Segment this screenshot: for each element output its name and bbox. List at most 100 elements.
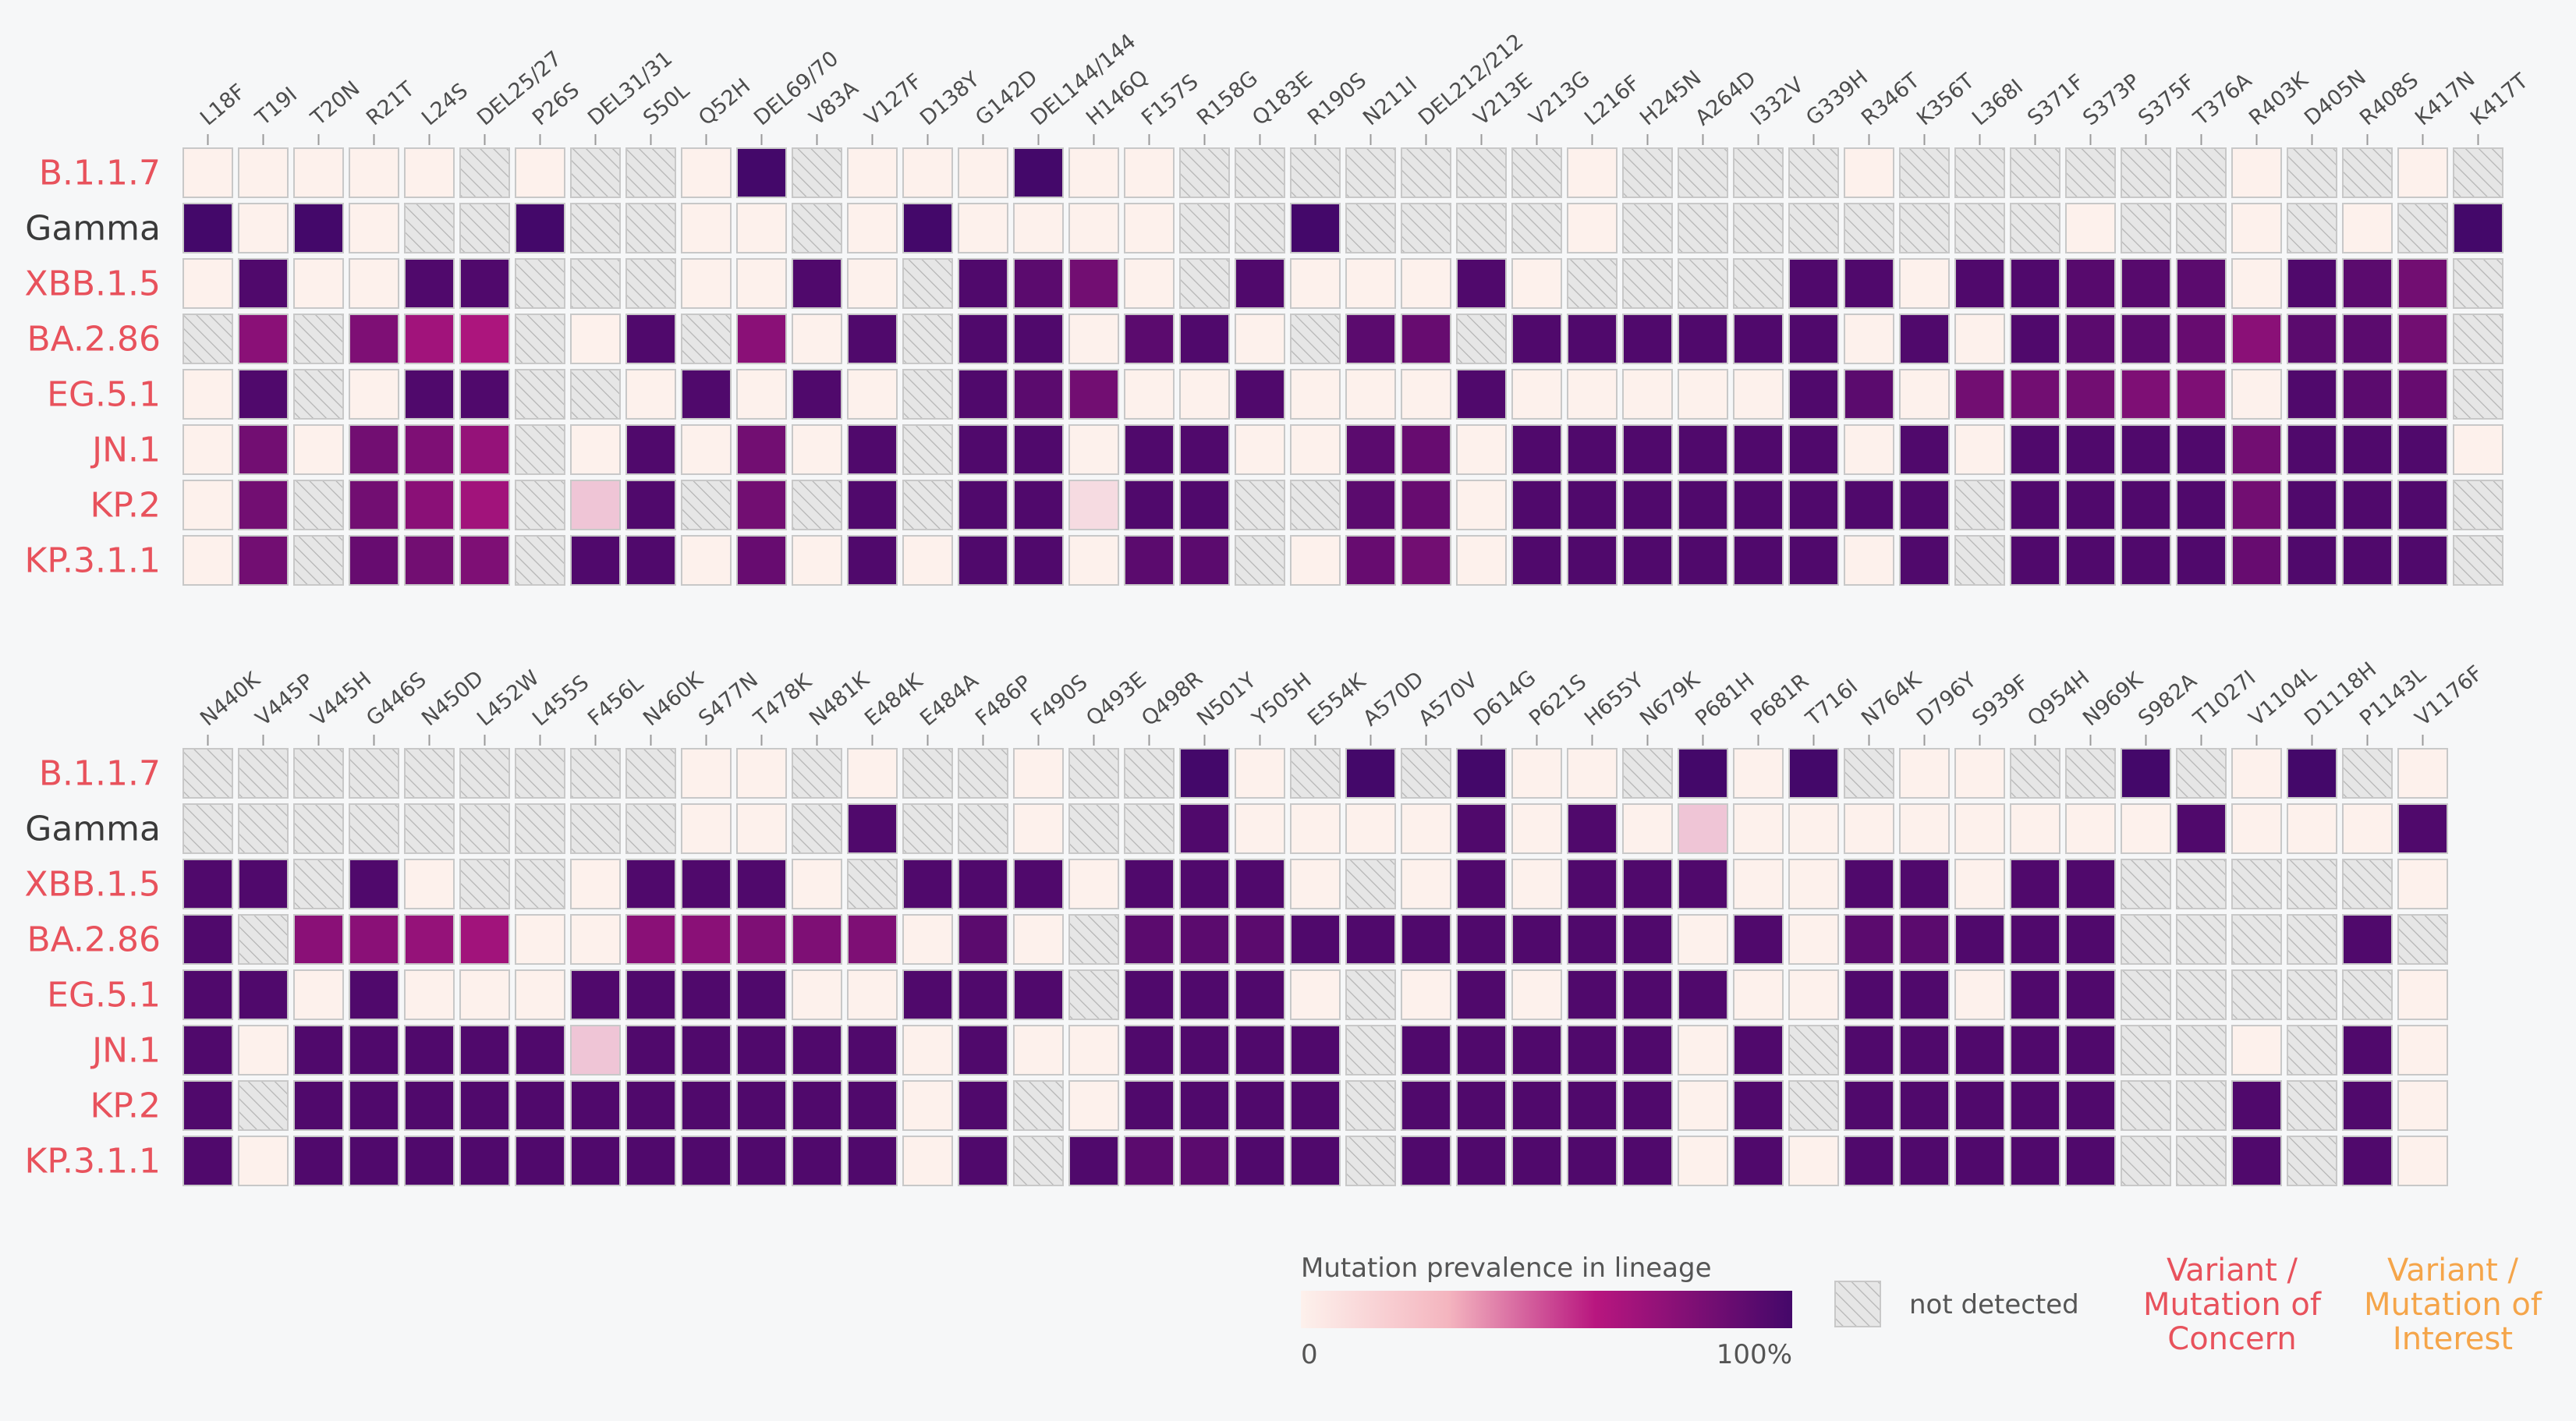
heatmap-cell-not-detected [2121, 914, 2171, 965]
heatmap-cell [847, 147, 898, 198]
heatmap-cell [182, 1136, 233, 1186]
heatmap-cell [1844, 480, 1894, 530]
mutation-label: Y505H [1247, 668, 1316, 732]
heatmap-cell [1678, 314, 1728, 364]
heatmap-cell-not-detected [625, 203, 676, 253]
heatmap-cell [1290, 914, 1341, 965]
heatmap-cell [1290, 369, 1341, 420]
heatmap-cell [902, 969, 953, 1020]
heatmap-cell [1622, 914, 1673, 965]
heatmap-cell [1788, 480, 1839, 530]
heatmap-cell [1401, 258, 1451, 309]
heatmap-cell [459, 480, 510, 530]
heatmap-cell [293, 1080, 344, 1131]
mutation-label: N440K [196, 667, 265, 731]
heatmap-cell [238, 369, 289, 420]
heatmap-cell [736, 147, 787, 198]
heatmap-cell-not-detected [902, 748, 953, 799]
heatmap-cell [792, 914, 842, 965]
heatmap-cell [1235, 424, 1285, 475]
heatmap-cell-not-detected [2397, 914, 2448, 965]
heatmap-cell-not-detected [2231, 859, 2282, 909]
heatmap-cell [1124, 969, 1175, 1020]
heatmap-cell [1733, 314, 1784, 364]
heatmap-cell [238, 424, 289, 475]
heatmap-cell [681, 424, 732, 475]
row-label: XBB.1.5 [25, 865, 161, 905]
mutation-label: S477N [694, 668, 763, 731]
heatmap-cell [625, 369, 676, 420]
heatmap-cell [1345, 803, 1396, 854]
heatmap-cell [2010, 969, 2060, 1020]
heatmap-cell [1622, 480, 1673, 530]
heatmap-cell-not-detected [1068, 748, 1119, 799]
heatmap-cell [1290, 969, 1341, 1020]
mutation-label: V445P [251, 669, 318, 731]
row-label: Gamma [25, 810, 161, 849]
heatmap-cell [2397, 1025, 2448, 1075]
heatmap-cell-not-detected [182, 748, 233, 799]
heatmap-cell [1567, 859, 1618, 909]
row-label: KP.2 [90, 1086, 161, 1126]
heatmap-cell-not-detected [1733, 258, 1784, 309]
heatmap-cell [1622, 859, 1673, 909]
heatmap-cell [1733, 969, 1784, 1020]
heatmap-cell [1733, 859, 1784, 909]
heatmap-cell [293, 258, 344, 309]
heatmap-cell-not-detected [404, 748, 455, 799]
heatmap-cell [459, 914, 510, 965]
heatmap-cell [515, 1136, 565, 1186]
heatmap-cell [182, 1080, 233, 1131]
heatmap-cell [1013, 535, 1064, 586]
heatmap-cell-not-detected [349, 748, 399, 799]
heatmap-cell [1733, 1136, 1784, 1186]
heatmap-cell-not-detected [902, 369, 953, 420]
heatmap-panel-2: B.1.1.7 Gamma XBB.1.5 BA.2.86 EG.5.1 JN.1 KP.2… [25, 657, 2488, 1186]
heatmap-cell [2397, 1080, 2448, 1131]
heatmap-cell [1622, 1136, 1673, 1186]
heatmap-cell-not-detected [1401, 147, 1451, 198]
heatmap-cell [570, 859, 621, 909]
heatmap-cell [2065, 1025, 2116, 1075]
heatmap-cell [2010, 480, 2060, 530]
mutation-label: S982A [2134, 668, 2202, 731]
heatmap-cell [238, 1136, 289, 1186]
heatmap-cell [2010, 1025, 2060, 1075]
heatmap-cell-not-detected [792, 748, 842, 799]
heatmap-cell-not-detected [1511, 203, 1562, 253]
heatmap-cell [238, 203, 289, 253]
heatmap-cell-not-detected [2453, 369, 2503, 420]
heatmap-cell [1401, 480, 1451, 530]
heatmap-cell [2231, 424, 2282, 475]
heatmap-cell [681, 1080, 732, 1131]
heatmap-cell [1567, 480, 1618, 530]
heatmap-cell [1567, 147, 1618, 198]
heatmap-cell [1954, 424, 2005, 475]
heatmap-cell [958, 1136, 1008, 1186]
heatmap-cell [792, 1025, 842, 1075]
heatmap-cell [1678, 369, 1728, 420]
heatmap-cell [1954, 1025, 2005, 1075]
heatmap-cell-not-detected [2065, 147, 2116, 198]
legend-concern-line-3: Concern [2167, 1321, 2296, 1357]
heatmap-cell-not-detected [182, 314, 233, 364]
heatmap-cell-not-detected [2287, 969, 2337, 1020]
heatmap-cell [2453, 203, 2503, 253]
heatmap-cell-not-detected [2453, 147, 2503, 198]
heatmap-cell [2287, 748, 2337, 799]
legend-not-detected-label: not detected [1909, 1289, 2079, 1320]
heatmap-cell [847, 914, 898, 965]
heatmap-cell [736, 480, 787, 530]
heatmap-cell [1013, 914, 1064, 965]
heatmap-cell-not-detected [1788, 1025, 1839, 1075]
heatmap-cell [1124, 258, 1175, 309]
heatmap-cell [1788, 914, 1839, 965]
mutation-label: N481K [805, 667, 874, 731]
heatmap-cell [349, 914, 399, 965]
heatmap-cell [2065, 258, 2116, 309]
heatmap-cell [681, 1136, 732, 1186]
heatmap-cell [2231, 1136, 2282, 1186]
heatmap-cell-not-detected [625, 748, 676, 799]
heatmap-cell-not-detected [570, 258, 621, 309]
heatmap-cell [1013, 748, 1064, 799]
